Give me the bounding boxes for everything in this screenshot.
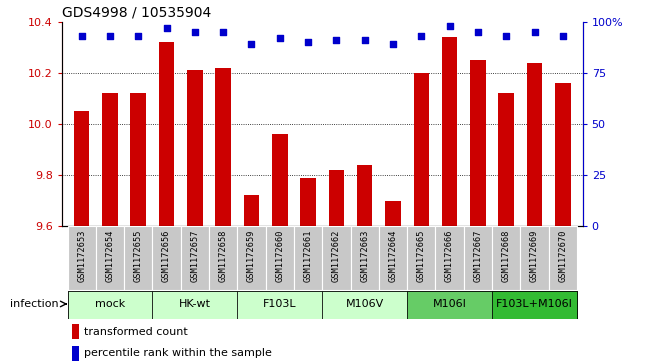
Text: GSM1172656: GSM1172656: [162, 229, 171, 282]
Point: [529, 29, 540, 35]
Bar: [555, 83, 571, 226]
Text: GSM1172660: GSM1172660: [275, 229, 284, 282]
Text: GSM1172657: GSM1172657: [190, 229, 199, 282]
FancyBboxPatch shape: [152, 226, 181, 290]
Point: [105, 33, 115, 39]
Text: percentile rank within the sample: percentile rank within the sample: [84, 348, 272, 358]
Text: GSM1172668: GSM1172668: [502, 229, 511, 282]
FancyBboxPatch shape: [464, 226, 492, 290]
Point: [189, 29, 200, 35]
Text: mock: mock: [95, 299, 125, 309]
FancyBboxPatch shape: [436, 226, 464, 290]
Point: [388, 41, 398, 47]
Text: GSM1172663: GSM1172663: [360, 229, 369, 282]
Text: GSM1172665: GSM1172665: [417, 229, 426, 282]
Bar: [442, 37, 458, 226]
FancyBboxPatch shape: [407, 290, 492, 319]
Text: M106V: M106V: [346, 299, 384, 309]
Bar: [243, 196, 259, 226]
FancyBboxPatch shape: [68, 226, 96, 290]
Bar: [72, 324, 79, 339]
Text: GSM1172666: GSM1172666: [445, 229, 454, 282]
Text: GSM1172669: GSM1172669: [530, 229, 539, 282]
FancyBboxPatch shape: [322, 290, 407, 319]
Text: GSM1172654: GSM1172654: [105, 229, 115, 282]
Point: [133, 33, 143, 39]
Bar: [300, 178, 316, 226]
Point: [303, 39, 313, 45]
Bar: [527, 63, 542, 226]
Point: [558, 33, 568, 39]
Text: F103L: F103L: [263, 299, 297, 309]
FancyBboxPatch shape: [96, 226, 124, 290]
Point: [359, 37, 370, 43]
Bar: [130, 93, 146, 226]
Bar: [413, 73, 429, 226]
Point: [501, 33, 512, 39]
FancyBboxPatch shape: [181, 226, 209, 290]
Bar: [159, 42, 174, 226]
Bar: [357, 165, 372, 226]
Text: GSM1172664: GSM1172664: [389, 229, 398, 282]
FancyBboxPatch shape: [520, 226, 549, 290]
Text: GSM1172667: GSM1172667: [473, 229, 482, 282]
Text: infection: infection: [10, 299, 59, 309]
Text: GDS4998 / 10535904: GDS4998 / 10535904: [62, 5, 211, 19]
FancyBboxPatch shape: [322, 226, 350, 290]
FancyBboxPatch shape: [152, 290, 238, 319]
Point: [218, 29, 229, 35]
Point: [275, 35, 285, 41]
Point: [473, 29, 483, 35]
Text: GSM1172658: GSM1172658: [219, 229, 228, 282]
Point: [161, 25, 172, 31]
FancyBboxPatch shape: [549, 226, 577, 290]
FancyBboxPatch shape: [379, 226, 407, 290]
Point: [76, 33, 87, 39]
Point: [246, 41, 256, 47]
FancyBboxPatch shape: [266, 226, 294, 290]
FancyBboxPatch shape: [294, 226, 322, 290]
FancyBboxPatch shape: [68, 290, 152, 319]
Point: [416, 33, 426, 39]
Bar: [499, 93, 514, 226]
Bar: [187, 70, 202, 226]
Text: HK-wt: HK-wt: [179, 299, 211, 309]
Text: M106I: M106I: [433, 299, 467, 309]
FancyBboxPatch shape: [407, 226, 436, 290]
Bar: [102, 93, 118, 226]
Text: F103L+M106I: F103L+M106I: [496, 299, 573, 309]
FancyBboxPatch shape: [209, 226, 238, 290]
FancyBboxPatch shape: [238, 290, 322, 319]
FancyBboxPatch shape: [124, 226, 152, 290]
FancyBboxPatch shape: [238, 226, 266, 290]
Bar: [272, 134, 288, 226]
Text: transformed count: transformed count: [84, 327, 188, 337]
Text: GSM1172661: GSM1172661: [303, 229, 312, 282]
FancyBboxPatch shape: [492, 290, 577, 319]
Text: GSM1172659: GSM1172659: [247, 229, 256, 282]
Bar: [385, 201, 401, 226]
Point: [331, 37, 342, 43]
Text: GSM1172670: GSM1172670: [559, 229, 567, 282]
Bar: [470, 60, 486, 226]
Text: GSM1172662: GSM1172662: [332, 229, 341, 282]
Point: [445, 23, 455, 29]
FancyBboxPatch shape: [492, 226, 520, 290]
Bar: [74, 111, 89, 226]
Bar: [329, 170, 344, 226]
FancyBboxPatch shape: [350, 226, 379, 290]
Text: GSM1172655: GSM1172655: [133, 229, 143, 282]
Bar: [215, 68, 231, 226]
Bar: [72, 346, 79, 361]
Text: GSM1172653: GSM1172653: [77, 229, 86, 282]
